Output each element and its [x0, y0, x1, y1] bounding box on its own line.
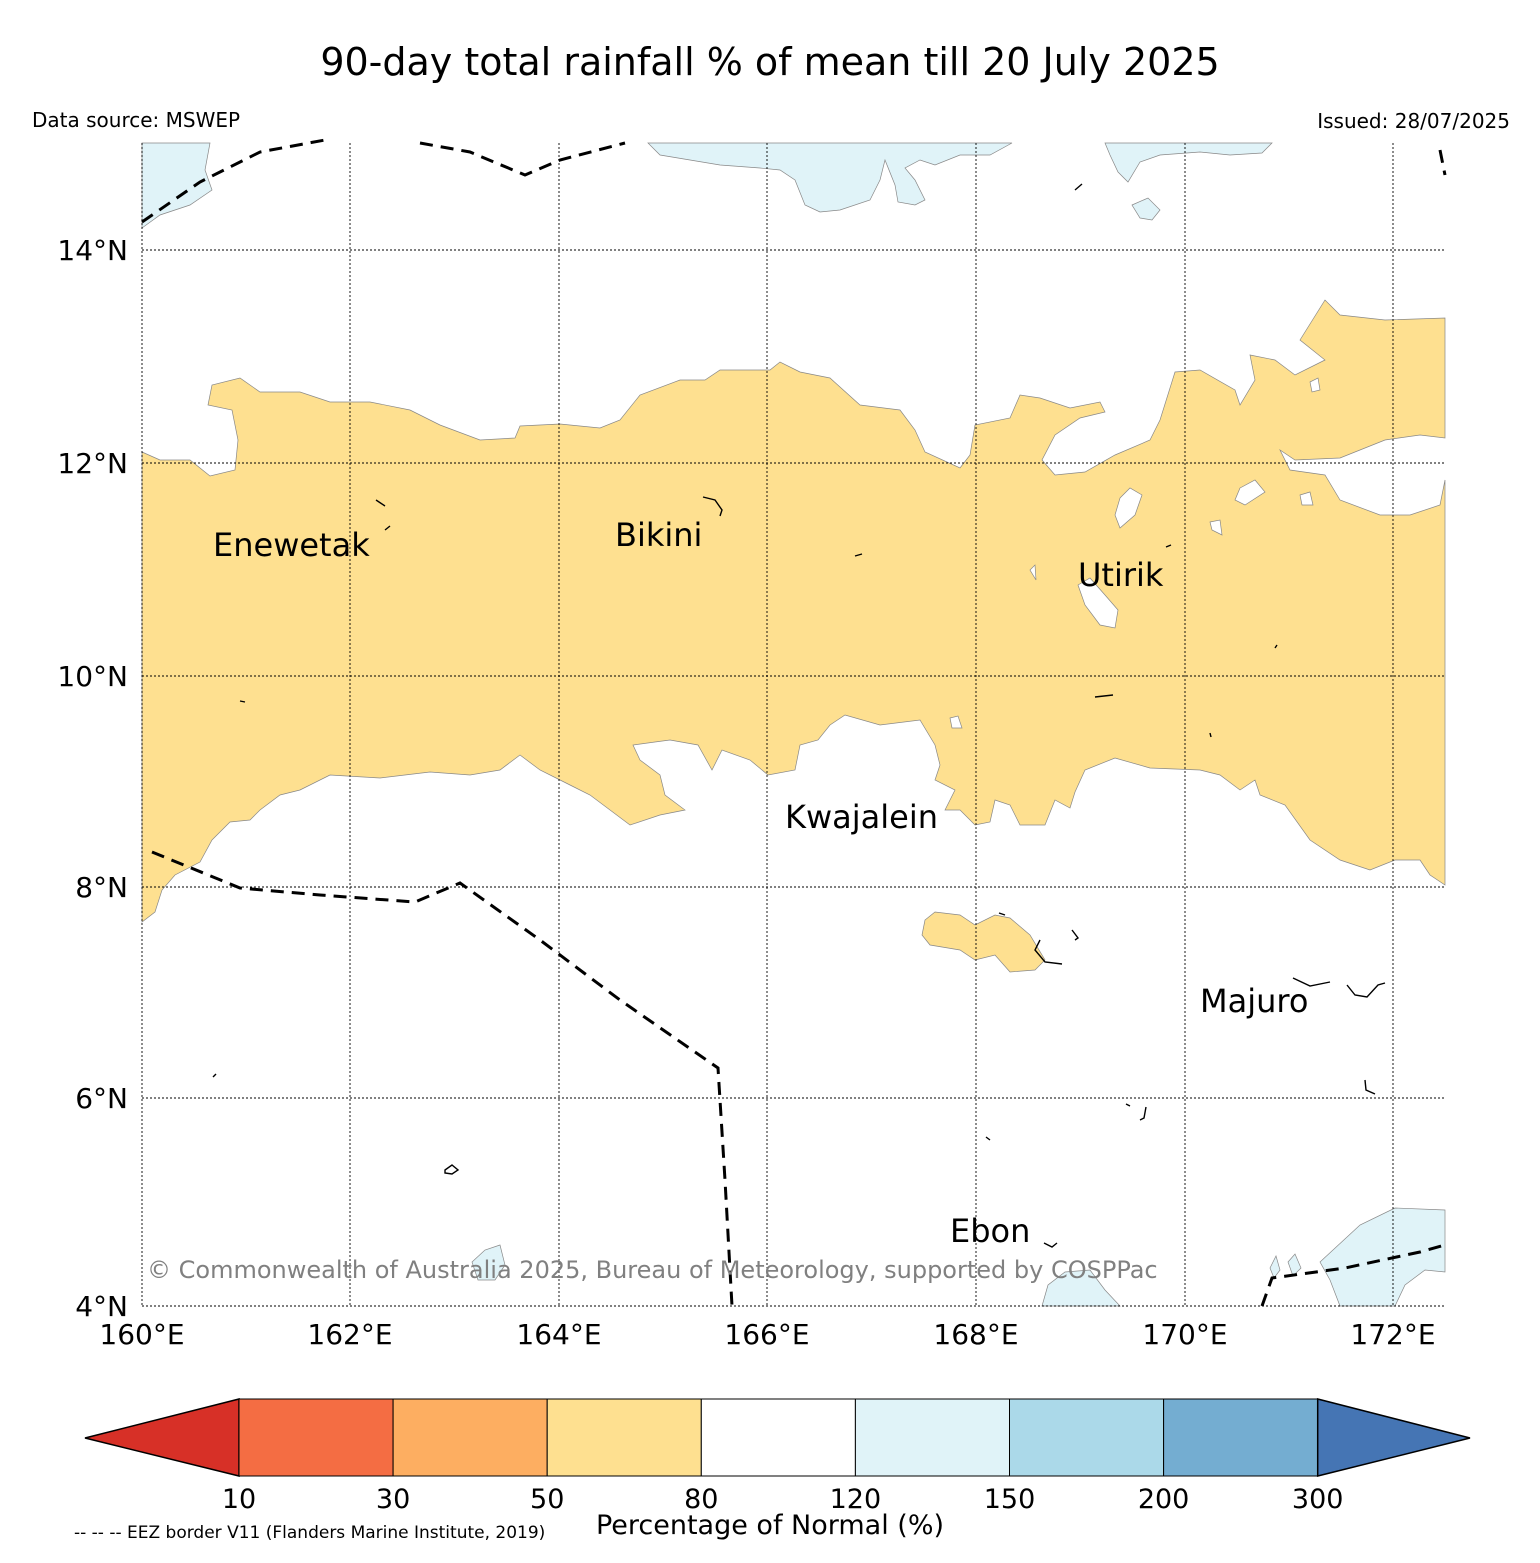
region-120-150-ne [1104, 142, 1273, 183]
colorbar-tick: 300 [1292, 1484, 1344, 1515]
place-enewetak: Enewetak [213, 526, 370, 564]
colorbar-segment [546, 1398, 702, 1477]
colorbar-segment [392, 1398, 548, 1477]
region-120-150-islet-a [1269, 1255, 1281, 1279]
place-kwajalein: Kwajalein [785, 798, 938, 836]
longitude-label: 166°E [724, 1318, 809, 1351]
rainfall-map: 14°N 12°N 10°N 8°N 6°N 4°N 160°E 162°E 164°E 166… [57, 138, 1447, 1351]
colorbar-segment [238, 1398, 394, 1477]
latitude-label: 6°N [75, 1082, 128, 1115]
longitude-label: 162°E [307, 1318, 392, 1351]
colorbar-label: Percentage of Normal (%) [595, 1510, 945, 1541]
longitude-labels: 160°E 162°E 164°E 166°E 168°E 170°E 172°E [99, 1318, 1435, 1351]
place-majuro: Majuro [1200, 982, 1308, 1020]
data-source: Data source: MSWEP [32, 108, 241, 132]
island-outlines [212, 183, 1386, 1248]
place-ebon: Ebon [950, 1212, 1030, 1250]
longitude-label: 164°E [516, 1318, 601, 1351]
region-80-120-hole-3 [1234, 479, 1266, 506]
region-50-80-south [921, 911, 1046, 973]
colorbar-segment [854, 1398, 1011, 1477]
region-120-150-ne-islet [1131, 197, 1161, 221]
colorbar-tick: 200 [1138, 1484, 1190, 1515]
colorbar-extend-low [84, 1398, 240, 1477]
colorbar-tick: 10 [222, 1484, 256, 1515]
place-utirik: Utirik [1078, 556, 1164, 594]
map-title: 90-day total rainfall % of mean till 20 … [320, 40, 1220, 84]
region-80-120-hole-8 [1029, 564, 1037, 581]
region-120-150-north [647, 142, 1013, 213]
longitude-label: 172°E [1350, 1318, 1435, 1351]
region-120-150-se [1319, 1207, 1446, 1307]
region-80-120-hole-7 [949, 715, 963, 729]
colorbar-tick: 80 [684, 1484, 718, 1515]
region-120-150-islet-b [1287, 1253, 1302, 1277]
region-120-150-sw [471, 1244, 506, 1281]
region-50-80-main [141, 299, 1446, 923]
region-80-120-hole-5 [1209, 519, 1223, 536]
latitude-labels: 14°N 12°N 10°N 8°N 6°N 4°N [57, 234, 128, 1323]
latitude-label: 14°N [57, 234, 128, 267]
region-120-150-nw [141, 142, 213, 229]
gridlines [141, 143, 1445, 1307]
longitude-label: 160°E [99, 1318, 184, 1351]
colorbar-segment [700, 1398, 856, 1477]
region-80-120-hole-2 [1077, 577, 1119, 629]
region-80-120-hole-1 [1114, 487, 1143, 529]
colorbar-tick: 120 [830, 1484, 882, 1515]
eez-borders [141, 138, 1447, 1307]
longitude-label: 170°E [1142, 1318, 1227, 1351]
colorbar-tick: 50 [530, 1484, 564, 1515]
colorbar-segment [1009, 1398, 1165, 1477]
issued-date: Issued: 28/07/2025 [1317, 109, 1510, 133]
eez-legend-note: -- -- -- EEZ border V11 (Flanders Marine… [74, 1523, 546, 1543]
region-80-120-hole-6 [1309, 377, 1321, 393]
colorbar-tick: 150 [984, 1484, 1036, 1515]
copyright: © Commonwealth of Australia 2025, Bureau… [147, 1256, 1158, 1284]
latitude-label: 10°N [57, 660, 128, 693]
colorbar-extend-high [1316, 1398, 1471, 1477]
latitude-label: 12°N [57, 447, 128, 480]
colorbar-tick: 30 [376, 1484, 410, 1515]
place-labels: Enewetak Bikini Utirik Kwajalein Majuro … [213, 516, 1308, 1250]
colorbar-segment [1163, 1398, 1319, 1477]
latitude-label: 8°N [75, 871, 128, 904]
latitude-label: 4°N [75, 1290, 128, 1323]
place-bikini: Bikini [615, 516, 702, 554]
longitude-label: 168°E [933, 1318, 1018, 1351]
region-80-120-hole-4 [1299, 491, 1314, 506]
